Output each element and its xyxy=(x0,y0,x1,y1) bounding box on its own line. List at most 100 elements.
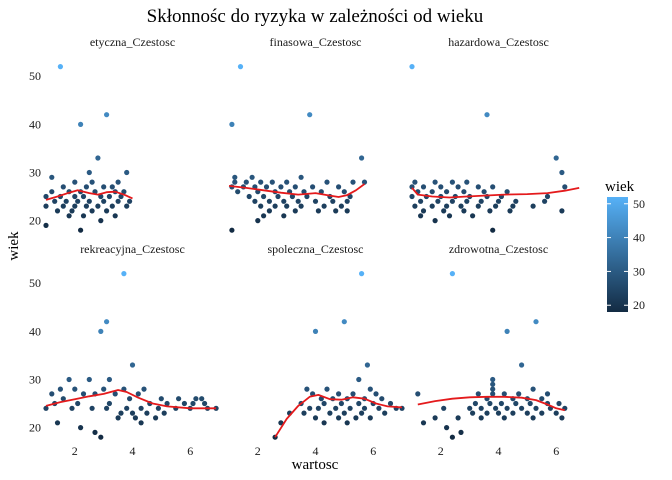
data-point xyxy=(361,179,368,185)
data-point xyxy=(124,169,130,176)
x-tick-label: 4 xyxy=(313,444,319,458)
data-point xyxy=(350,179,356,185)
data-point xyxy=(98,193,104,200)
facet-panel: finasowa_Czestosc xyxy=(228,35,368,233)
data-point xyxy=(519,405,525,411)
data-point xyxy=(530,415,536,421)
data-point xyxy=(43,222,49,228)
data-point xyxy=(312,198,319,204)
data-point xyxy=(202,400,208,407)
data-point xyxy=(190,400,196,407)
facet-panel: etyczna_Czestosc xyxy=(43,35,175,233)
data-point xyxy=(132,415,138,421)
data-point xyxy=(255,218,261,224)
data-point xyxy=(315,208,321,214)
data-point xyxy=(353,415,359,421)
data-point xyxy=(455,184,461,190)
data-point xyxy=(420,184,427,190)
data-point xyxy=(438,184,444,190)
data-point xyxy=(429,203,435,209)
data-point xyxy=(101,386,107,392)
data-point xyxy=(176,396,182,402)
data-point xyxy=(449,198,455,204)
x-tick-label: 6 xyxy=(553,444,559,458)
data-point xyxy=(193,396,199,402)
data-point xyxy=(444,189,450,195)
data-point xyxy=(516,391,522,397)
data-point xyxy=(101,198,107,204)
data-point xyxy=(57,64,64,70)
data-point xyxy=(284,203,290,209)
data-point xyxy=(493,405,499,411)
data-point xyxy=(359,271,365,277)
data-point xyxy=(104,208,110,214)
data-point xyxy=(229,121,235,127)
data-point xyxy=(153,415,159,421)
data-point xyxy=(553,410,559,416)
data-point xyxy=(559,208,565,214)
data-point xyxy=(484,410,490,416)
data-point xyxy=(495,198,502,204)
facet-panel: hazardowa_Czestosc xyxy=(409,35,580,233)
data-point xyxy=(80,391,87,397)
data-point xyxy=(115,179,121,185)
data-point xyxy=(359,155,365,161)
data-point xyxy=(92,429,98,435)
data-point xyxy=(470,410,476,416)
data-point xyxy=(75,400,81,407)
data-point xyxy=(418,198,424,204)
data-point xyxy=(78,121,84,127)
data-point xyxy=(449,271,455,277)
data-point xyxy=(330,198,336,204)
data-point xyxy=(553,155,559,161)
y-tick-label: 50 xyxy=(29,276,41,290)
data-point xyxy=(341,189,347,195)
data-point xyxy=(266,198,272,204)
data-point xyxy=(43,203,49,209)
data-point xyxy=(304,193,310,200)
data-point xyxy=(155,405,161,411)
data-point xyxy=(418,213,424,219)
data-point xyxy=(559,415,565,421)
data-point xyxy=(533,405,539,411)
data-point xyxy=(481,189,487,195)
chart-title: Skłonnośc do ryzyka w zależności od wiek… xyxy=(147,6,484,27)
x-tick-label: 6 xyxy=(187,444,193,458)
data-point xyxy=(307,405,313,411)
data-point xyxy=(344,208,350,214)
data-point xyxy=(69,208,75,214)
x-tick-label: 2 xyxy=(255,444,261,458)
data-point xyxy=(504,328,510,334)
data-point xyxy=(364,362,370,368)
data-point xyxy=(269,179,275,185)
legend-ticks: 20 30 40 50 xyxy=(607,197,645,312)
y-tick-label: 20 xyxy=(29,421,41,435)
data-point xyxy=(229,227,235,233)
data-point xyxy=(249,174,255,180)
x-tick-label: 2 xyxy=(72,444,78,458)
data-point xyxy=(66,213,72,219)
data-point xyxy=(435,198,441,204)
data-point xyxy=(310,184,316,190)
data-point xyxy=(432,415,438,421)
data-point xyxy=(458,203,464,209)
data-point xyxy=(344,420,350,426)
data-point xyxy=(266,208,272,214)
data-point xyxy=(490,227,496,233)
data-point xyxy=(129,410,136,416)
data-point xyxy=(118,410,124,416)
legend-tick-label: 40 xyxy=(633,231,645,245)
x-tick-label: 4 xyxy=(496,444,502,458)
data-point xyxy=(301,410,307,416)
data-point xyxy=(475,184,481,190)
data-point xyxy=(292,208,298,214)
data-point xyxy=(490,386,496,392)
facet-strip-label: finasowa_Czestosc xyxy=(270,35,362,49)
data-point xyxy=(487,400,493,407)
data-point xyxy=(556,400,562,407)
data-point xyxy=(72,179,78,185)
data-point xyxy=(106,193,112,200)
smooth-line xyxy=(45,189,133,201)
data-point xyxy=(415,391,421,397)
data-point xyxy=(49,189,55,195)
